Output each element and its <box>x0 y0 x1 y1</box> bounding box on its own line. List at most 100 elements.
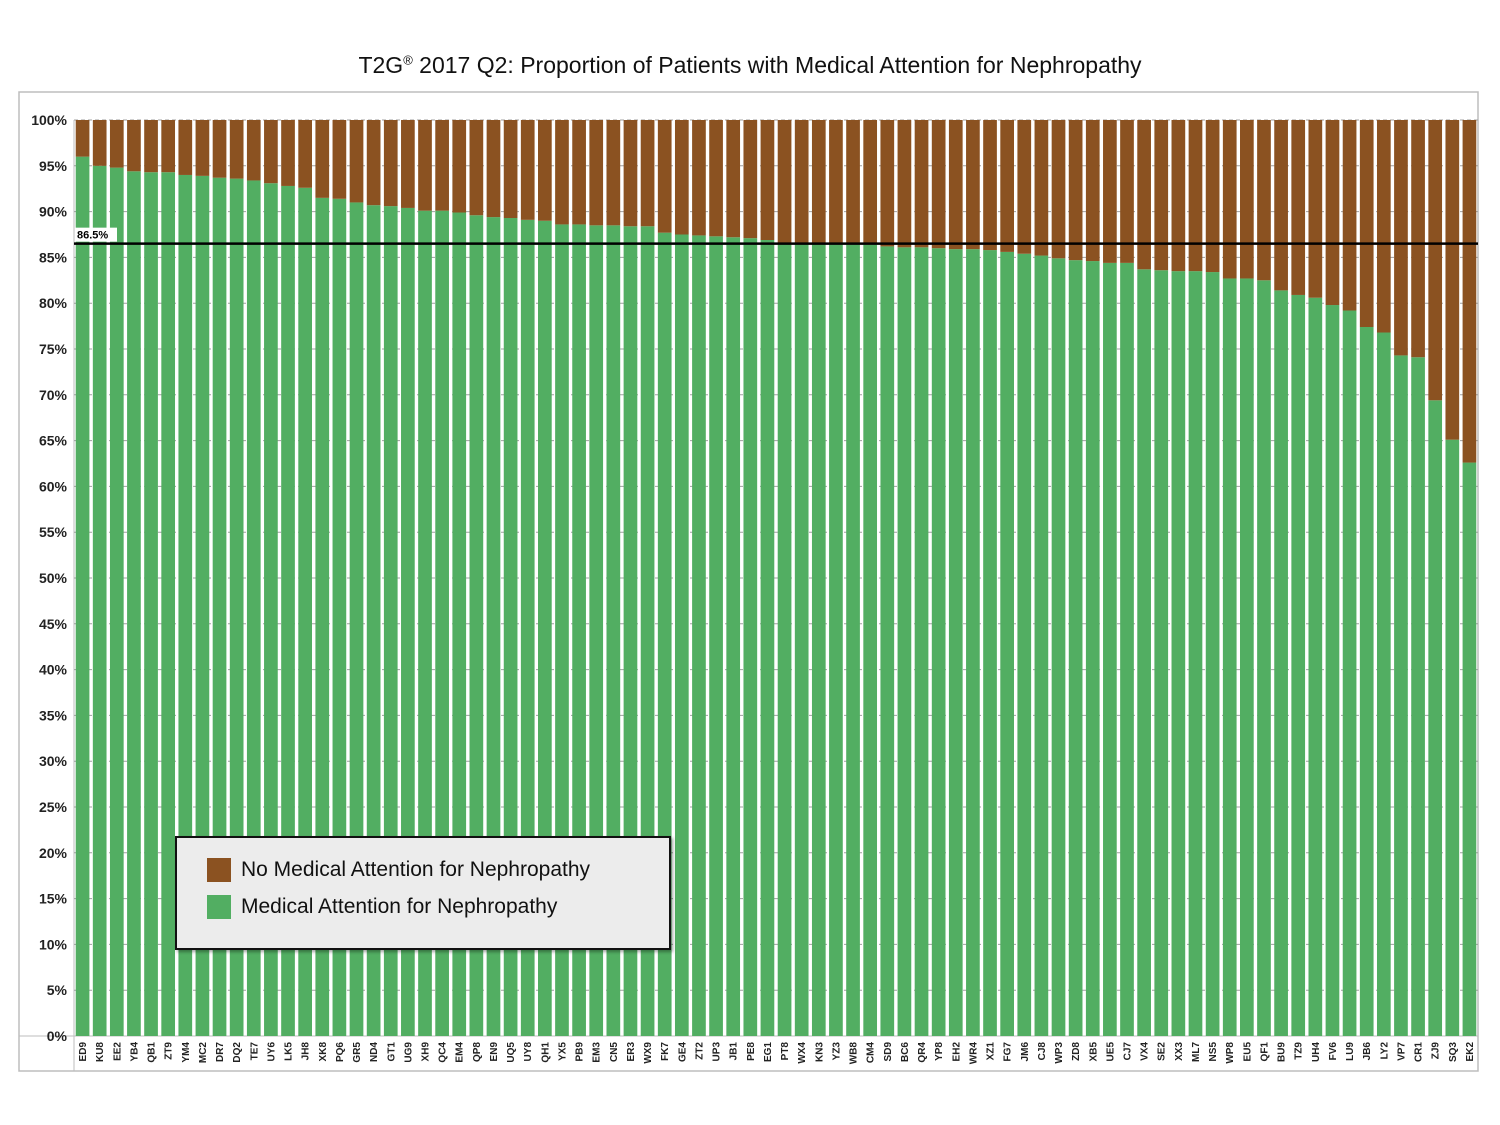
bar-attention <box>760 239 775 1037</box>
x-tick-label: BC6 <box>900 1042 911 1062</box>
bar-no-attention <box>966 120 980 250</box>
bar-attention <box>555 224 569 1036</box>
x-tick-label: EN9 <box>489 1042 500 1062</box>
bar-no-attention <box>1171 120 1186 272</box>
bar-no-attention <box>1394 120 1408 356</box>
y-tick-label: 5% <box>47 982 68 998</box>
bar-attention <box>572 224 586 1036</box>
bar-attention <box>127 171 141 1036</box>
x-tick-label: CJ8 <box>1037 1042 1048 1061</box>
bar-attention <box>811 243 826 1036</box>
bar-attention <box>726 237 741 1037</box>
y-tick-label: 75% <box>39 341 68 357</box>
legend: No Medical Attention for Nephropathy Med… <box>175 836 671 950</box>
bar-attention <box>640 226 655 1037</box>
x-tick-label: PT8 <box>780 1042 791 1061</box>
bar-attention <box>1428 400 1443 1036</box>
y-tick-label: 95% <box>39 158 68 174</box>
bar-no-attention <box>914 120 929 248</box>
x-tick-label: QR4 <box>917 1042 928 1063</box>
bar-attention <box>1342 310 1357 1036</box>
x-tick-label: UY6 <box>266 1042 277 1062</box>
legend-label-attention: Medical Attention for Nephropathy <box>241 895 558 918</box>
bar-attention <box>1257 280 1271 1036</box>
x-tick-label: PE8 <box>746 1042 757 1061</box>
bar-attention <box>383 206 398 1036</box>
x-tick-label: YX5 <box>557 1042 568 1061</box>
x-tick-label: UQ5 <box>506 1042 517 1063</box>
bar-attention <box>589 225 604 1037</box>
x-tick-label: JH8 <box>301 1042 312 1061</box>
x-tick-label: DR7 <box>215 1042 226 1062</box>
chart-frame <box>18 91 1479 1072</box>
bar-attention <box>743 238 758 1036</box>
bar-attention <box>846 244 860 1037</box>
x-tick-label: YM4 <box>181 1042 192 1063</box>
bar-attention <box>1222 278 1237 1036</box>
legend-item-attention: Medical Attention for Nephropathy <box>207 895 557 919</box>
x-tick-label: LY2 <box>1379 1042 1390 1060</box>
x-tick-label: YP8 <box>934 1042 945 1061</box>
bar-attention <box>1120 262 1134 1036</box>
x-tick-label: UH4 <box>1311 1042 1322 1062</box>
bar-no-attention <box>486 120 501 218</box>
bar-no-attention <box>983 120 997 251</box>
bar-no-attention <box>777 120 792 243</box>
x-tick-label: ER3 <box>626 1042 637 1062</box>
bar-no-attention <box>1291 120 1306 295</box>
bar-attention <box>75 156 90 1036</box>
bar-no-attention <box>743 120 758 239</box>
bar-no-attention <box>452 120 467 213</box>
bar-attention <box>1445 439 1460 1037</box>
bar-attention <box>212 177 227 1036</box>
bar-no-attention <box>1000 120 1014 252</box>
legend-swatch-attention <box>207 895 231 919</box>
x-tick-label: LU9 <box>1345 1042 1356 1061</box>
bar-no-attention <box>1120 120 1134 263</box>
y-tick-label: 50% <box>39 570 68 586</box>
y-tick-label: 10% <box>39 936 68 952</box>
legend-item-no-attention: No Medical Attention for Nephropathy <box>207 858 590 882</box>
bar-no-attention <box>383 120 398 207</box>
y-tick-label: 70% <box>39 387 68 403</box>
bar-no-attention <box>1034 120 1049 256</box>
bar-no-attention <box>212 120 227 178</box>
x-tick-label: QC4 <box>438 1042 449 1063</box>
bar-attention <box>657 232 672 1037</box>
bar-no-attention <box>1103 120 1117 263</box>
bar-attention <box>264 183 278 1037</box>
bar-no-attention <box>246 120 261 181</box>
bar-no-attention <box>1051 120 1066 259</box>
bar-no-attention <box>1308 120 1323 298</box>
x-tick-label: QF1 <box>1259 1042 1270 1062</box>
bar-no-attention <box>897 120 912 248</box>
y-tick-label: 40% <box>39 662 68 678</box>
x-tick-label: EU5 <box>1242 1042 1253 1062</box>
bar-no-attention <box>349 120 364 203</box>
x-tick-label: WR4 <box>968 1042 979 1065</box>
x-tick-label: WP8 <box>1225 1042 1236 1064</box>
bar-attention <box>520 219 535 1036</box>
bar-attention <box>1068 260 1083 1036</box>
bar-attention <box>1103 262 1117 1036</box>
bar-attention <box>1188 271 1203 1036</box>
bar-no-attention <box>435 120 449 211</box>
bar-no-attention <box>1085 120 1100 262</box>
bar-no-attention <box>1240 120 1254 279</box>
x-tick-label: DQ2 <box>232 1042 243 1063</box>
bar-no-attention <box>829 120 843 245</box>
bar-no-attention <box>709 120 723 237</box>
x-tick-label: JM6 <box>1020 1042 1031 1062</box>
x-tick-label: FG7 <box>1003 1042 1014 1062</box>
bar-attention <box>1154 270 1169 1036</box>
bar-no-attention <box>1462 120 1477 463</box>
bar-attention <box>1000 251 1014 1037</box>
bar-attention <box>435 210 449 1036</box>
x-tick-label: UY8 <box>523 1042 534 1062</box>
x-tick-label: XZ1 <box>986 1042 997 1061</box>
y-tick-label: 55% <box>39 524 68 540</box>
bar-no-attention <box>1376 120 1391 333</box>
bar-no-attention <box>315 120 330 198</box>
bar-attention <box>298 187 312 1036</box>
